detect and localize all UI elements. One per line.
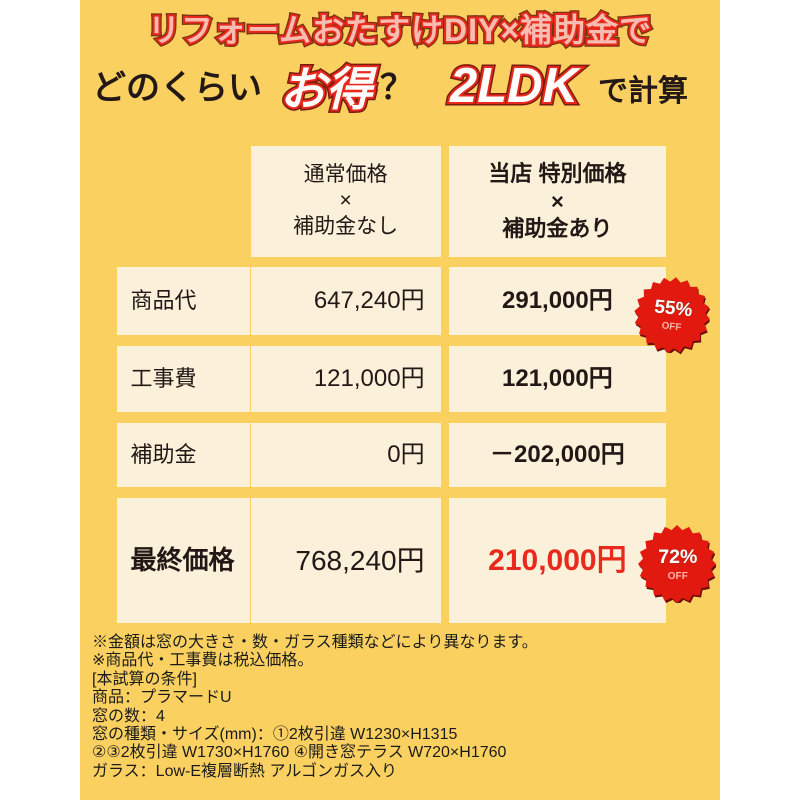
svg-text:OFF: OFF <box>668 571 688 582</box>
svg-text:55%: 55% <box>653 296 693 321</box>
svg-text:OFF: OFF <box>661 320 682 333</box>
svg-text:72%: 72% <box>658 546 697 568</box>
